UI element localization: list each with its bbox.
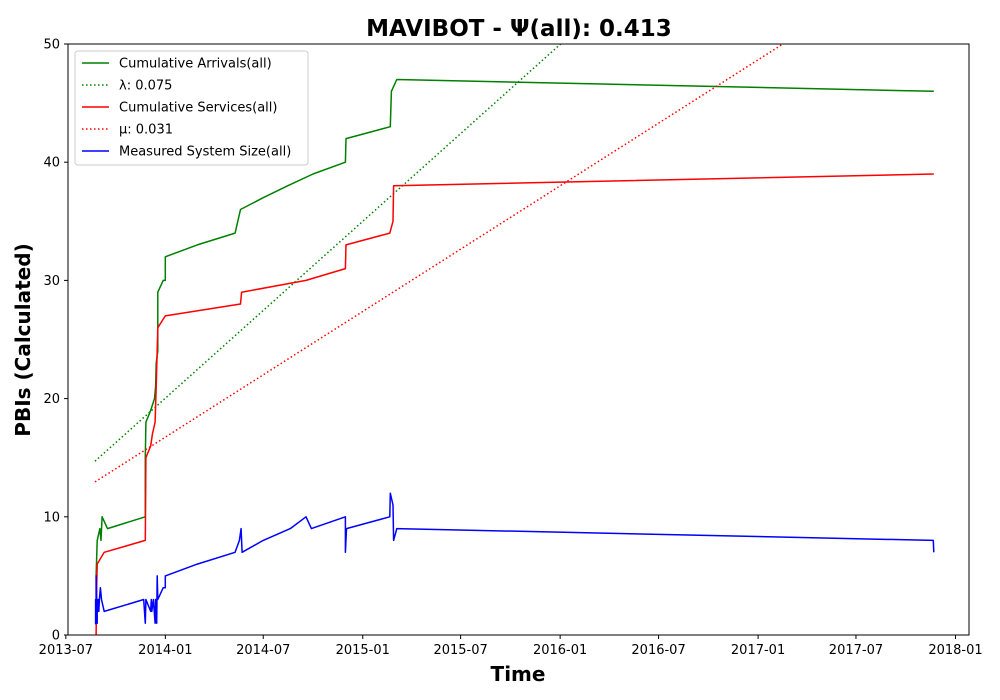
x-tick-label: 2014-01	[138, 643, 192, 658]
series-line-0-031	[94, 44, 785, 483]
legend-label-measured-system-size-all: Measured System Size(all)	[119, 145, 291, 160]
y-tick-label: 30	[43, 274, 60, 289]
y-axis-label: PBIs (Calculated)	[11, 243, 35, 436]
x-tick-label: 2015-01	[336, 643, 390, 658]
legend-box	[74, 50, 309, 166]
x-tick-label: 2018-01	[928, 643, 982, 658]
legend-label-0-031: μ: 0.031	[119, 123, 173, 138]
legend-label-0-075: λ: 0.075	[119, 79, 172, 94]
plot-lines	[94, 44, 935, 635]
x-tick-label: 2013-07	[39, 643, 93, 658]
x-tick-label: 2017-07	[829, 643, 883, 658]
y-tick-label: 40	[43, 156, 60, 171]
series-line-cumulative-services-all	[95, 173, 934, 635]
y-tick-label: 0	[52, 629, 60, 644]
series-line-0-075	[94, 44, 562, 462]
y-tick-label: 50	[43, 38, 60, 53]
x-tick-label: 2016-07	[631, 643, 685, 658]
x-tick-label: 2014-07	[236, 643, 290, 658]
y-axis: 0 10 20 30 40 50	[43, 38, 68, 644]
chart-title: MAVIBOT - Ψ(all): 0.413	[366, 16, 672, 42]
series-line-cumulative-arrivals-all	[95, 78, 934, 576]
x-tick-label: 2016-01	[533, 643, 587, 658]
x-axis: 2013-07 2014-01 2014-07 2015-01 2015-07 2016-…	[39, 635, 983, 658]
legend-label-cumulative-arrivals-all: Cumulative Arrivals(all)	[119, 57, 272, 72]
series-line-measured-system-size-all	[94, 492, 935, 625]
y-tick-label: 10	[43, 510, 60, 525]
legend: Cumulative Arrivals(all) λ: 0.075 Cumulati…	[74, 50, 309, 166]
x-axis-label: Time	[491, 662, 546, 686]
plot-frame	[67, 43, 970, 636]
y-tick-label: 20	[43, 392, 60, 407]
x-tick-label: 2017-01	[731, 643, 785, 658]
x-tick-label: 2015-07	[433, 643, 487, 658]
legend-label-cumulative-services-all: Cumulative Services(all)	[119, 101, 277, 116]
